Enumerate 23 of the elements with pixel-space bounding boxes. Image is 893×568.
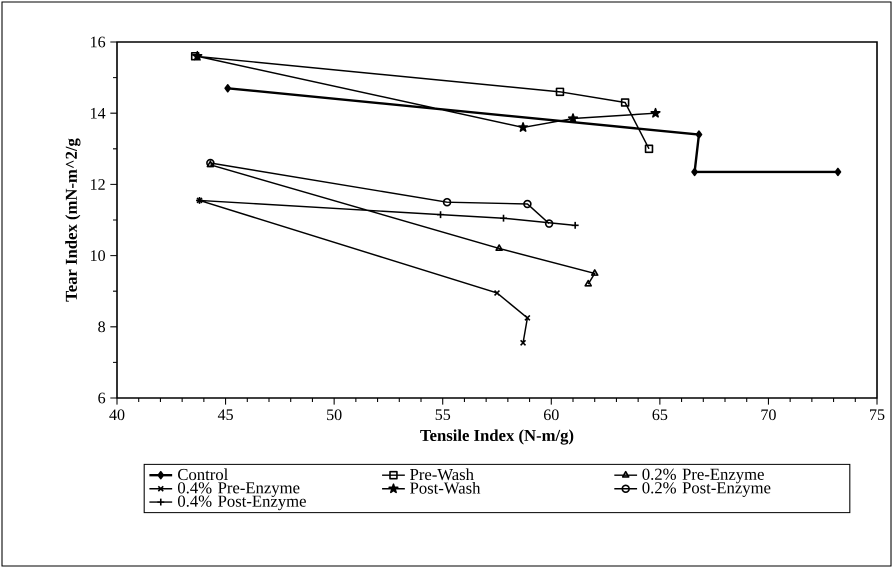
- legend-label: Control: [178, 468, 228, 480]
- x-tick-label: 60: [544, 409, 559, 420]
- y-tick-label: 14: [91, 108, 106, 118]
- legend-label: Pre-Wash: [410, 468, 474, 480]
- x-axis-title: Tensile Index (N-m/g): [420, 429, 574, 445]
- x-tick-label: 45: [218, 409, 233, 420]
- y-tick-label: 8: [98, 321, 105, 332]
- legend-label: 0.2% Post-Enzyme: [642, 482, 770, 497]
- legend-label: Post-Wash: [410, 482, 480, 494]
- legend-label: 0.2% Pre-Enzyme: [642, 468, 764, 484]
- x-tick-label: 65: [652, 409, 668, 420]
- y-axis-title: Tear Index (mN-m^2/g: [65, 138, 80, 302]
- legend-label: 0.4% Post-Enzyme: [178, 496, 306, 510]
- x-tick-label: 55: [436, 409, 450, 420]
- x-tick-label: 40: [109, 409, 124, 420]
- y-tick-label: 10: [91, 250, 106, 261]
- y-tick-label: 16: [91, 36, 106, 48]
- x-tick-label: 50: [327, 409, 342, 420]
- y-tick-label: 6: [98, 392, 106, 404]
- legend-label: 0.4% Pre-Enzyme: [178, 482, 300, 497]
- x-tick-label: 75: [870, 409, 884, 420]
- x-tick-label: 70: [761, 409, 776, 420]
- y-tick-label: 12: [91, 179, 105, 190]
